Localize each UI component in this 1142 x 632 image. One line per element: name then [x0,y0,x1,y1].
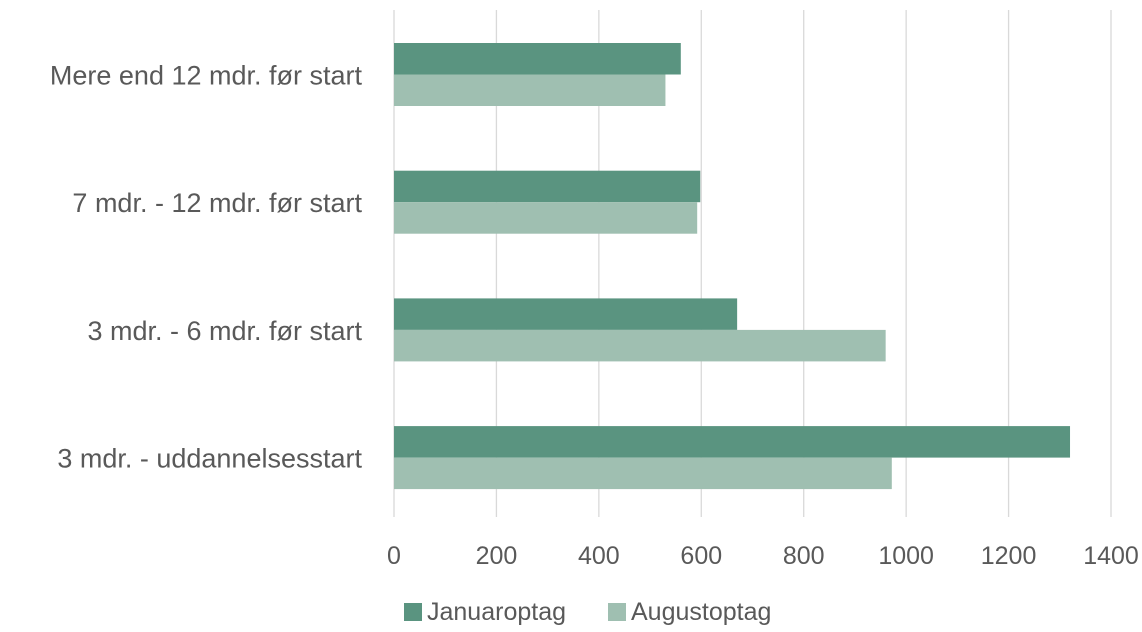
category-label-0: Mere end 12 mdr. før start [50,61,363,91]
bar-januaroptag-2 [394,298,738,330]
bar-augustoptag-1 [394,202,698,234]
x-tick-label-200: 200 [476,542,518,570]
category-label-1: 7 mdr. - 12 mdr. før start [72,188,362,218]
bar-januaroptag-3 [394,426,1071,458]
legend-label-januaroptag: Januaroptag [427,598,566,626]
bar-januaroptag-1 [394,170,701,203]
x-tick-label-0: 0 [387,542,401,570]
category-label-3: 3 mdr. - uddannelsesstart [57,444,362,474]
x-axis-tick-labels: 0 200 400 600 800 1000 1200 1400 [387,542,1139,570]
x-tick-label-1000: 1000 [878,542,934,570]
x-tick-label-1200: 1200 [981,542,1037,570]
x-tick-label-400: 400 [578,542,620,570]
category-labels: Mere end 12 mdr. før start 7 mdr. - 12 md… [50,61,363,474]
bar-augustoptag-0 [394,74,666,106]
x-tick-label-800: 800 [783,542,825,570]
legend-swatch-augustoptag [608,603,626,621]
legend-label-augustoptag: Augustoptag [631,598,771,626]
x-tick-label-1400: 1400 [1083,542,1139,570]
bar-januaroptag-0 [394,43,681,75]
bars [394,43,1071,490]
bar-augustoptag-3 [394,457,892,490]
x-tick-label-600: 600 [680,542,722,570]
bar-augustoptag-2 [394,329,886,362]
legend-swatch-januaroptag [404,603,422,621]
legend: Januaroptag Augustoptag [404,598,771,626]
category-label-2: 3 mdr. - 6 mdr. før start [87,316,362,346]
